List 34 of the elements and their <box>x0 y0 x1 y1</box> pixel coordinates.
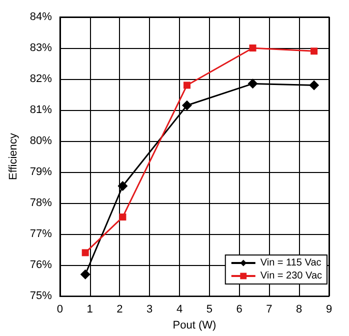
legend-label: Vin = 115 Vac <box>260 258 322 268</box>
y-tick-label: 83% <box>30 42 52 54</box>
x-tick-label: 3 <box>146 304 153 316</box>
point <box>309 80 320 90</box>
x-axis-title: Pout (W) <box>172 320 216 332</box>
point <box>310 48 318 55</box>
x-tick-label: 5 <box>206 304 212 316</box>
y-axis-title: Efficiency <box>8 132 20 180</box>
x-tick-label: 7 <box>266 304 272 316</box>
point <box>80 269 90 280</box>
y-tick-label: 78% <box>30 197 52 210</box>
y-tick-label: 84% <box>30 11 52 23</box>
y-tick-label: 76% <box>30 259 52 272</box>
y-tick-label: 80% <box>30 135 52 148</box>
y-tick-label: 82% <box>30 73 52 86</box>
x-tick-label: 2 <box>116 304 123 316</box>
y-tick-label: 79% <box>30 166 52 178</box>
x-tick-label: 9 <box>326 304 332 316</box>
point <box>82 249 89 256</box>
x-tick-label: 0 <box>56 304 63 316</box>
point <box>248 78 258 89</box>
point <box>118 181 128 192</box>
point <box>249 44 256 52</box>
x-tick-label: 1 <box>86 304 93 316</box>
x-tick-label: 8 <box>296 304 302 316</box>
y-tick-label: 75% <box>30 290 52 302</box>
y-tick-label: 77% <box>30 228 52 240</box>
x-tick-label: 4 <box>176 304 183 316</box>
point <box>182 100 192 110</box>
x-tick-label: 6 <box>236 304 242 316</box>
legend-label: Vin = 230 Vac <box>260 270 322 282</box>
y-tick-label: 81% <box>30 104 52 116</box>
point <box>183 82 190 89</box>
point <box>119 214 126 221</box>
